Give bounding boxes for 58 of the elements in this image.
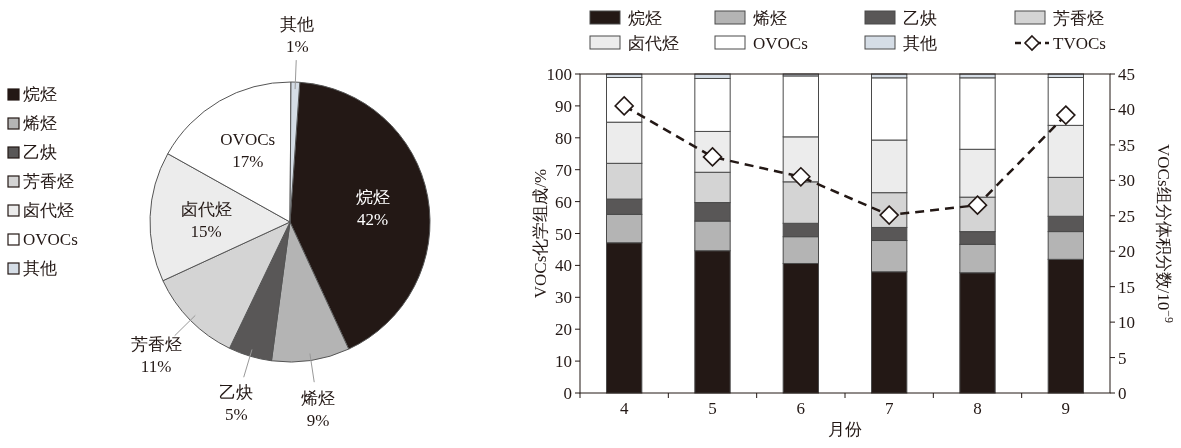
legend-label: OVOCs	[753, 34, 808, 53]
y-tick-label: 90	[555, 96, 572, 116]
x-tick-label: 7	[884, 399, 894, 418]
data-label: 1%	[285, 37, 309, 57]
slice-label: 其他	[280, 15, 315, 35]
legend-label: 芳香烃	[1053, 9, 1104, 28]
slice-label: 烯烃	[301, 388, 336, 408]
y2-tick-label: 10	[1118, 313, 1135, 333]
data-label: 17%	[232, 152, 264, 172]
legend-label: 芳香烃	[23, 172, 74, 191]
y-tick-label: 30	[555, 288, 572, 308]
y-tick-label: 100	[546, 65, 572, 84]
slice-label: 芳香烃	[130, 335, 182, 354]
legend-label: 烷烃	[23, 85, 57, 104]
legend-label: 烯烃	[23, 114, 57, 133]
legend-label: 其他	[903, 34, 937, 53]
data-label: 11%	[140, 357, 172, 376]
slice-label: OVOCs	[220, 130, 276, 150]
y2-tick-label: 0	[1118, 384, 1127, 403]
y2-tick-label: 5	[1118, 348, 1127, 368]
x-tick-label: 9	[1061, 399, 1071, 418]
y2-tick-label: 40	[1118, 100, 1135, 120]
y-tick-label: 80	[555, 128, 572, 148]
y-axis-title: VOCs化学组成/%	[531, 168, 550, 299]
data-label: 15%	[190, 221, 222, 241]
y2-tick-label: 25	[1118, 206, 1135, 226]
y-tick-label: 0	[563, 384, 572, 403]
x-tick-label: 5	[708, 399, 717, 418]
legend-label: 乙炔	[903, 9, 937, 28]
y-tick-label: 50	[555, 224, 572, 244]
data-label: 5%	[224, 405, 248, 425]
x-tick-label: 4	[619, 399, 629, 418]
y-tick-label: 10	[555, 352, 572, 372]
x-tick-label: 6	[796, 399, 806, 418]
legend-label: 卤代烃	[23, 201, 74, 220]
slice-label: 卤代烃	[180, 199, 232, 219]
y2-tick-label: 35	[1118, 135, 1135, 155]
data-label: 9%	[306, 410, 330, 430]
x-axis-title: 月份	[828, 420, 862, 439]
y-tick-label: 20	[555, 320, 572, 340]
y-tick-label: 60	[555, 192, 572, 212]
y2-tick-label: 15	[1118, 277, 1135, 297]
slice-label: 烷烃	[355, 187, 390, 207]
y-tick-label: 70	[555, 160, 572, 180]
legend-label: 乙炔	[23, 143, 57, 162]
y2-tick-label: 30	[1118, 171, 1135, 191]
data-label: 42%	[357, 209, 389, 229]
y-tick-label: 40	[555, 256, 572, 276]
legend-label: 烯烃	[753, 9, 787, 28]
y2-tick-label: 45	[1118, 65, 1135, 84]
x-tick-label: 8	[973, 399, 982, 418]
y2-tick-label: 20	[1118, 242, 1135, 262]
legend-label: 烷烃	[628, 9, 662, 28]
legend-label: 其他	[23, 259, 57, 278]
legend-label: 卤代烃	[628, 34, 679, 53]
legend-label: TVOCs	[1053, 34, 1106, 53]
slice-label: 乙炔	[219, 383, 254, 403]
category-label: OVOCs	[23, 230, 78, 249]
